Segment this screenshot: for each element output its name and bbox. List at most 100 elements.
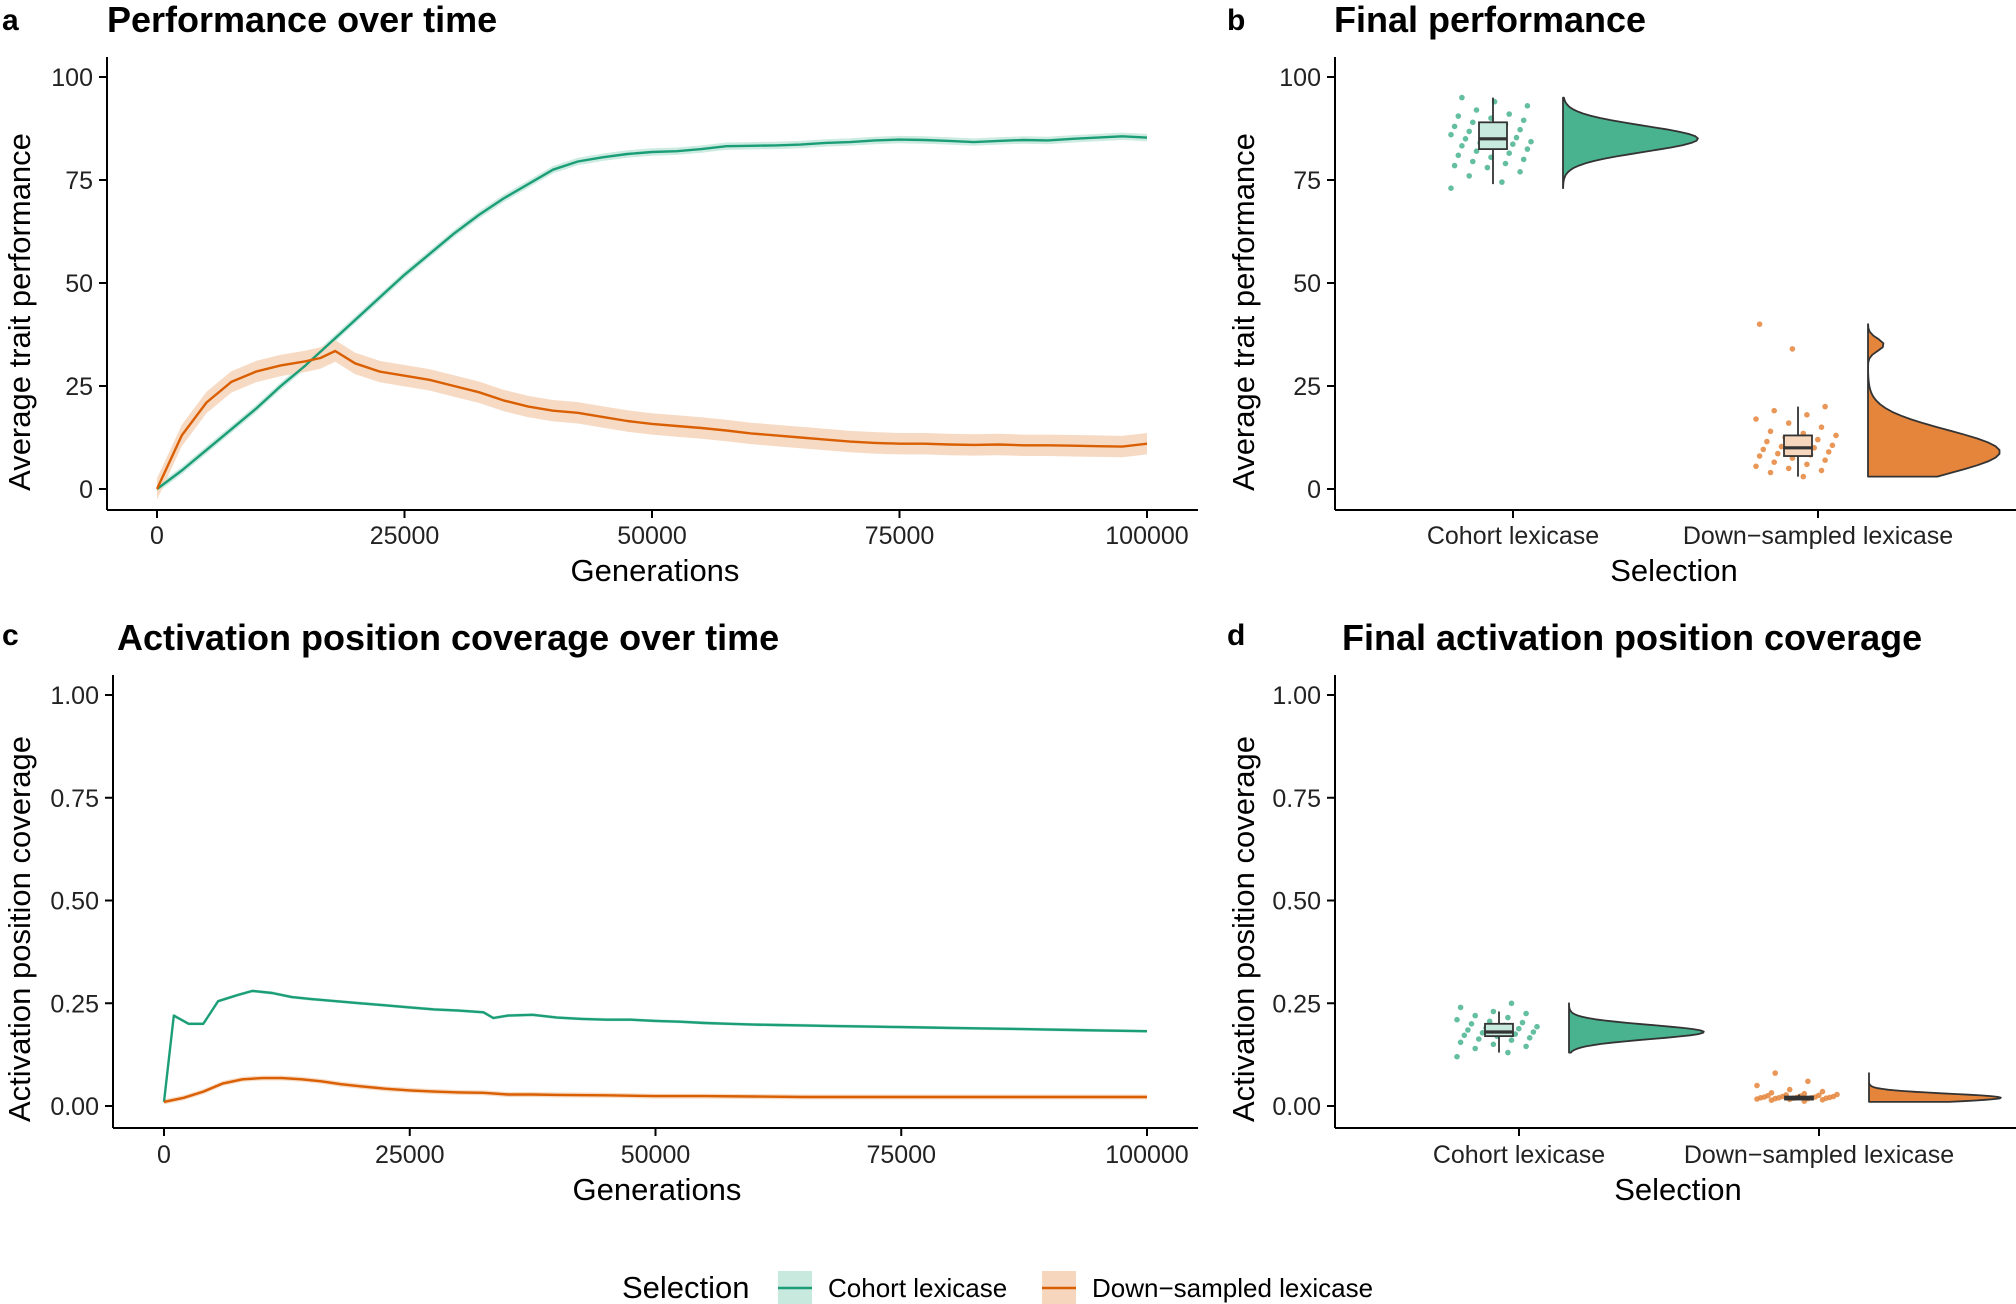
- data-point-down-sampled: [1818, 424, 1825, 431]
- panel-d-ylabel: Activation position coverage: [1226, 736, 1261, 1122]
- density-cohort: [1562, 96, 1699, 190]
- series-line-down-sampled: [155, 349, 1148, 490]
- box-cohort: [1478, 121, 1508, 151]
- data-point-cohort: [1459, 143, 1465, 149]
- y-tick-label: 0.25: [1272, 990, 1321, 1018]
- panel-b-tag: b: [1227, 4, 1245, 37]
- data-point-cohort: [1470, 119, 1476, 126]
- data-point-down-sampled: [1754, 1082, 1760, 1089]
- panel-d-final-activation-coverage: d Final activation position coverage Sel…: [1226, 617, 2016, 1207]
- x-tick-label: Down−sampled lexicase: [1684, 1141, 1954, 1169]
- data-point-cohort: [1473, 148, 1480, 154]
- data-point-cohort: [1468, 1021, 1475, 1027]
- data-point-cohort: [1465, 1027, 1471, 1033]
- data-point-cohort: [1526, 1035, 1533, 1041]
- data-point-cohort: [1457, 1039, 1464, 1046]
- data-point-cohort: [1534, 1023, 1540, 1030]
- y-tick-label: 0.00: [50, 1093, 99, 1121]
- y-tick-label: 0.50: [50, 888, 99, 916]
- data-point-cohort: [1470, 158, 1476, 165]
- panel-d-title: Final activation position coverage: [1342, 617, 1922, 658]
- x-tick-label: 100000: [1105, 522, 1188, 550]
- data-point-cohort: [1473, 107, 1480, 113]
- y-tick-label: 0.25: [50, 990, 99, 1018]
- x-tick-label: 25000: [370, 522, 440, 550]
- data-point-cohort: [1486, 1018, 1493, 1025]
- data-point-down-sampled: [1801, 1090, 1808, 1097]
- data-point-cohort: [1520, 117, 1527, 124]
- data-point-down-sampled: [1815, 436, 1821, 443]
- series-line-cohort: [162, 989, 1148, 1103]
- series-line-down-sampled: [163, 1076, 1147, 1104]
- data-point-down-sampled: [1785, 420, 1792, 426]
- y-tick-label: 75: [65, 167, 93, 195]
- y-tick-label: 25: [1293, 373, 1321, 401]
- data-point-cohort: [1484, 164, 1491, 171]
- data-point-down-sampled: [1760, 446, 1767, 453]
- x-tick-label: 0: [150, 522, 164, 550]
- x-tick-label: 100000: [1105, 1141, 1188, 1169]
- data-point-cohort: [1476, 1036, 1482, 1042]
- data-point-cohort: [1505, 1014, 1511, 1021]
- legend-title: Selection: [622, 1270, 750, 1304]
- data-point-cohort: [1457, 1004, 1464, 1011]
- data-point-down-sampled: [1771, 459, 1777, 466]
- y-tick-label: 0: [1307, 476, 1321, 504]
- data-point-down-sampled: [1772, 1070, 1778, 1076]
- panel-d-tag: d: [1227, 619, 1245, 652]
- panel-b-xlabel: Selection: [1610, 553, 1738, 588]
- data-point-cohort: [1461, 1032, 1468, 1039]
- data-point-down-sampled: [1756, 453, 1763, 459]
- data-point-cohort: [1523, 1010, 1529, 1017]
- data-point-cohort: [1455, 152, 1462, 159]
- y-tick-label: 0: [79, 476, 93, 504]
- data-point-down-sampled: [1822, 457, 1828, 464]
- data-point-cohort: [1462, 136, 1469, 142]
- x-tick-label: 75000: [865, 522, 935, 550]
- data-point-cohort: [1524, 103, 1531, 109]
- data-point-down-sampled: [1825, 449, 1832, 455]
- data-point-cohort: [1466, 128, 1472, 135]
- data-point-down-sampled: [1756, 321, 1763, 328]
- panel-b-title: Final performance: [1334, 0, 1646, 40]
- y-tick-label: 100: [1279, 64, 1321, 92]
- panel-c-activation-coverage-over-time: c Activation position coverage over time…: [2, 617, 1198, 1207]
- data-point-down-sampled: [1778, 443, 1785, 450]
- panel-c-xlabel: Generations: [573, 1172, 742, 1207]
- data-point-cohort: [1448, 131, 1454, 138]
- y-tick-label: 0.75: [50, 785, 99, 813]
- data-point-cohort: [1451, 162, 1458, 169]
- x-tick-label: 75000: [866, 1141, 936, 1169]
- data-point-cohort: [1523, 1043, 1529, 1050]
- data-point-cohort: [1524, 146, 1531, 152]
- x-tick-label: Down−sampled lexicase: [1683, 522, 1953, 550]
- data-point-cohort: [1516, 1025, 1522, 1032]
- data-point-down-sampled: [1767, 469, 1774, 476]
- data-point-cohort: [1508, 1037, 1515, 1043]
- data-point-cohort: [1520, 156, 1527, 163]
- data-point-cohort: [1528, 138, 1534, 145]
- data-point-cohort: [1448, 185, 1454, 191]
- data-point-cohort: [1499, 179, 1505, 185]
- data-point-down-sampled: [1804, 412, 1810, 418]
- data-point-down-sampled: [1816, 1092, 1822, 1099]
- y-tick-label: 0.50: [1272, 888, 1321, 916]
- data-point-down-sampled: [1833, 432, 1839, 439]
- data-point-down-sampled: [1753, 463, 1759, 470]
- x-tick-label: 25000: [375, 1141, 445, 1169]
- data-point-cohort: [1506, 111, 1512, 117]
- data-point-cohort: [1454, 1053, 1460, 1060]
- panel-a-xlabel: Generations: [571, 553, 740, 588]
- data-point-cohort: [1510, 141, 1516, 147]
- panel-c-title: Activation position coverage over time: [117, 617, 779, 658]
- y-tick-label: 25: [65, 373, 93, 401]
- x-tick-label: Cohort lexicase: [1427, 522, 1599, 550]
- panel-b-ylabel: Average trait performance: [1226, 133, 1261, 491]
- panel-a-performance-over-time: a Performance over time Generations Aver…: [2, 0, 1198, 588]
- data-point-cohort: [1479, 1030, 1486, 1036]
- y-tick-label: 1.00: [1272, 682, 1321, 710]
- x-tick-label: Cohort lexicase: [1433, 1141, 1605, 1169]
- data-point-cohort: [1506, 150, 1512, 156]
- x-tick-label: 50000: [621, 1141, 691, 1169]
- data-point-cohort: [1466, 173, 1472, 179]
